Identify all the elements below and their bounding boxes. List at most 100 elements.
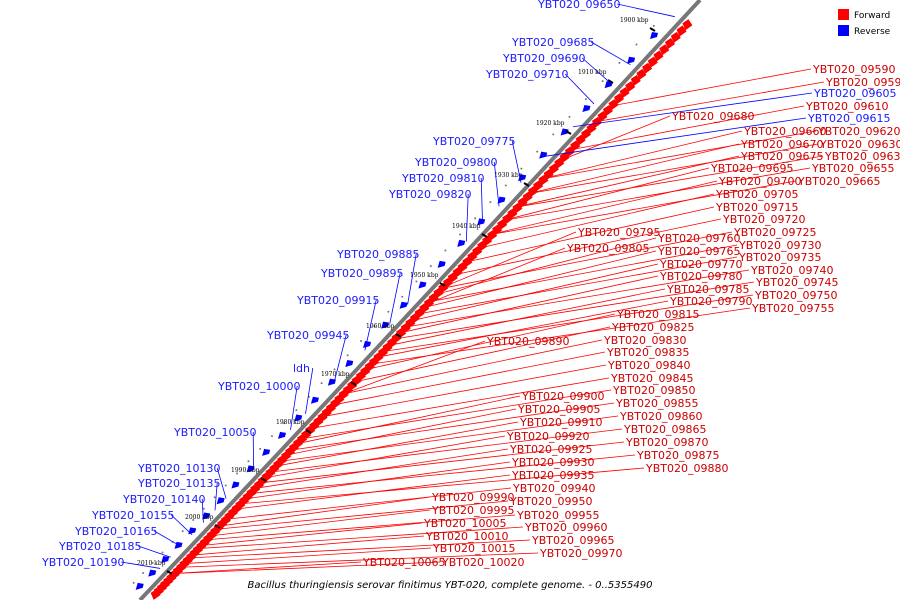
forward-gene-glyph: [659, 44, 670, 56]
forward-leader-line: [502, 167, 811, 221]
reverse-gene-glyph: [262, 448, 271, 456]
forward-leader-line: [475, 193, 715, 250]
reverse-gene-glyph: [278, 431, 287, 439]
marker-dot: [618, 61, 621, 64]
forward-leader-line: [463, 206, 715, 264]
marker-dot: [504, 184, 507, 187]
marker-dot: [161, 551, 164, 554]
forward-gene-label: YBT020_09905: [517, 403, 600, 416]
genome-backbone: [138, 0, 702, 600]
legend-reverse-swatch: [838, 25, 849, 36]
forward-leader-line: [189, 535, 425, 556]
forward-gene-glyph: [630, 75, 641, 86]
forward-leader-line: [488, 180, 718, 236]
reverse-gene-label: YBT020_10165: [74, 525, 157, 538]
reverse-gene-label: YBT020_09915: [296, 294, 379, 307]
forward-gene-glyph: [619, 87, 630, 99]
kbp-tick-mark: [439, 282, 446, 287]
kbp-tick-label: 1990 kbp: [231, 467, 260, 474]
forward-gene-label: YBT020_09860: [619, 410, 702, 423]
forward-gene-label: YBT020_09630: [819, 138, 900, 151]
forward-gene-label: YBT020_09725: [733, 226, 816, 239]
forward-gene-label: YBT020_10020: [441, 556, 524, 569]
kbp-tick-label: 2010 kbp: [137, 560, 166, 567]
reverse-gene-label: ldh: [293, 362, 310, 375]
forward-gene-label: YBT020_09760: [657, 232, 740, 245]
kbp-tick-mark: [481, 233, 488, 238]
marker-dot: [235, 472, 238, 475]
forward-leader-line: [186, 539, 531, 559]
marker-dot: [429, 265, 432, 268]
forward-gene-label: YBT020_09740: [750, 264, 833, 277]
reverse-leader-line: [564, 73, 595, 105]
forward-leader-line: [216, 496, 431, 527]
forward-gene-label: YBT020_09790: [669, 295, 752, 308]
forward-leader-line: [379, 294, 754, 353]
reverse-leader-line: [465, 193, 469, 242]
forward-gene-label: YBT020_09785: [666, 283, 749, 296]
kbp-tick-label: 1950 kbp: [410, 272, 439, 279]
forward-leader-line: [556, 115, 671, 163]
marker-dot: [601, 80, 604, 83]
forward-gene-label: YBT020_10010: [425, 530, 508, 543]
forward-gene-glyph: [636, 68, 647, 80]
marker-dot: [536, 150, 539, 153]
kbp-tick-label: 1940 kbp: [452, 223, 481, 230]
reverse-gene-label: YBT020_09810: [401, 172, 484, 185]
reverse-leader-line: [581, 57, 613, 85]
marker-dot: [295, 409, 298, 412]
forward-leader-line: [272, 421, 519, 468]
forward-leader-line: [438, 231, 577, 290]
reverse-gene-glyph: [457, 239, 466, 247]
forward-gene-label: YBT020_09840: [607, 359, 690, 372]
legend: Forward Reverse: [838, 9, 891, 37]
reverse-gene-label: YBT020_09820: [388, 188, 471, 201]
forward-leader-line: [277, 415, 619, 463]
forward-gene-glyph: [625, 81, 636, 93]
reverse-gene-glyph: [148, 569, 157, 577]
forward-leader-line: [329, 351, 606, 406]
reverse-gene-label: YBT020_09685: [511, 36, 594, 49]
forward-leader-line: [339, 340, 486, 396]
marker-dot: [387, 310, 390, 313]
kbp-tick-label: 1910 kbp: [578, 69, 607, 76]
forward-leader-line: [432, 237, 657, 296]
reverse-gene-glyph: [582, 105, 591, 113]
forward-gene-label: YBT020_09910: [519, 416, 602, 429]
reverse-gene-glyph: [161, 555, 170, 563]
forward-gene-label: YBT020_09695: [710, 162, 793, 175]
reverse-gene-label: YBT020_10185: [58, 540, 141, 553]
forward-gene-label: YBT020_09965: [531, 534, 614, 547]
reverse-leader-line: [364, 299, 377, 351]
forward-gene-label: YBT020_09700: [718, 175, 801, 188]
reverse-leader-line: [617, 3, 675, 18]
reverse-gene-label: YBT020_09615: [807, 112, 890, 125]
reverse-leader-line: [216, 467, 227, 499]
forward-leader-line: [502, 167, 710, 221]
forward-leader-line: [385, 288, 666, 347]
marker-dot: [247, 460, 250, 463]
forward-gene-label: YBT020_09720: [722, 213, 805, 226]
reverse-leader-line: [572, 92, 813, 128]
reverse-gene-glyph: [363, 341, 371, 348]
reverse-leader-line: [545, 117, 807, 157]
marker-dot: [132, 581, 135, 584]
forward-leader-line: [514, 155, 824, 208]
forward-gene-label: YBT020_09815: [616, 308, 699, 321]
forward-leader-line: [237, 467, 645, 505]
kbp-tick-label: 1980 kbp: [276, 419, 305, 426]
reverse-gene-glyph: [627, 56, 636, 64]
forward-gene-glyph: [608, 99, 619, 111]
forward-gene-label: YBT020_09705: [715, 188, 798, 201]
forward-leader-line: [207, 509, 431, 537]
reverse-gene-label: YBT020_09800: [414, 156, 497, 169]
forward-gene-glyph: [614, 93, 625, 105]
reverse-gene-label: YBT020_10140: [122, 493, 205, 506]
forward-gene-label: YBT020_09745: [755, 276, 838, 289]
reverse-leader-line: [154, 530, 182, 547]
forward-gene-label: YBT020_09795: [577, 226, 660, 239]
reverse-gene-glyph: [231, 481, 240, 489]
forward-gene-label: YBT020_09930: [511, 456, 594, 469]
marker-dot: [520, 167, 523, 170]
reverse-gene-label: YBT020_10050: [173, 426, 256, 439]
